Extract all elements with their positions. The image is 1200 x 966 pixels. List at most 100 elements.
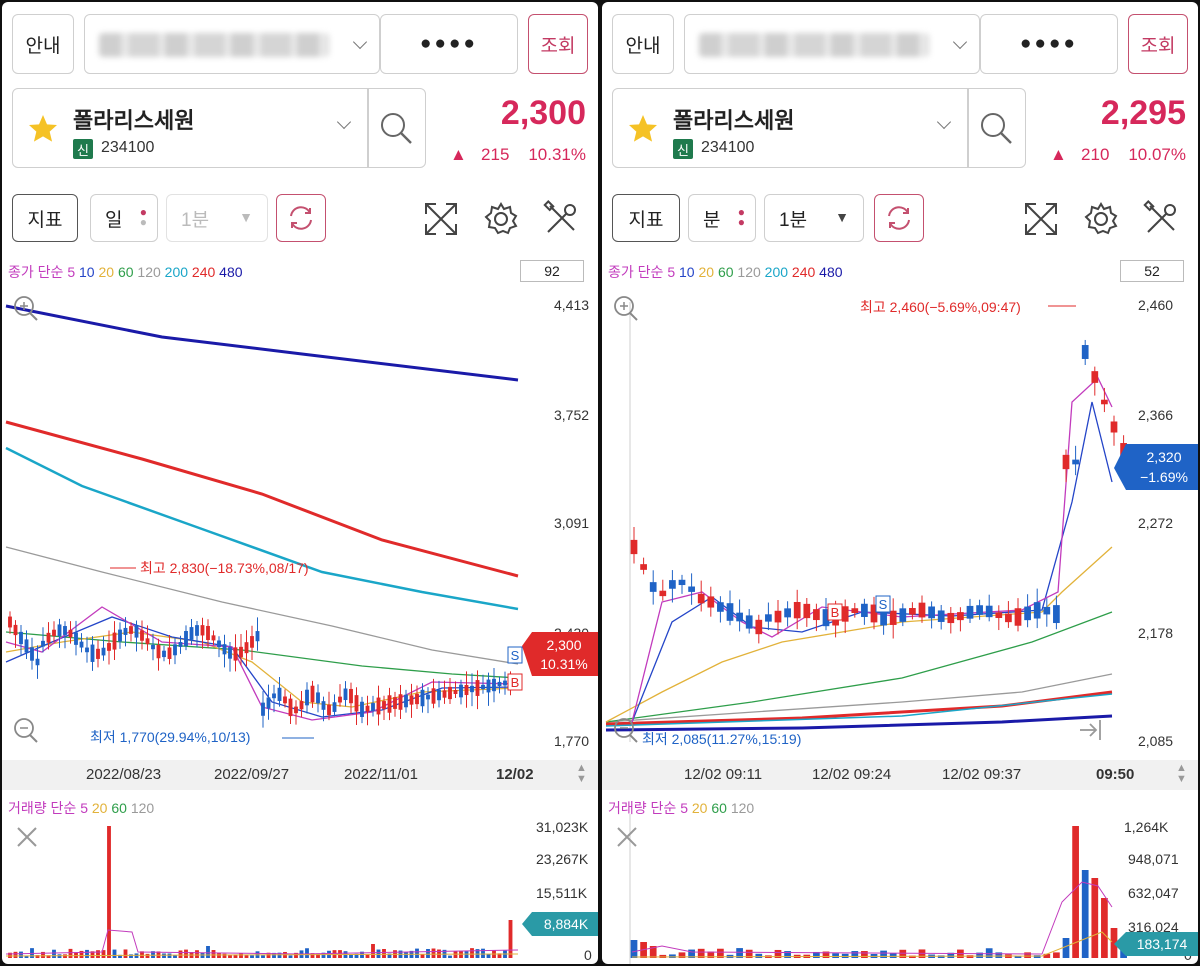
legend-ma5: 5 <box>67 264 76 280</box>
stock-selector[interactable]: 폴라리스세원 신 234100 <box>12 88 426 168</box>
account-select[interactable] <box>84 14 380 74</box>
volume-bar <box>288 955 293 958</box>
stock-selector[interactable]: 폴라리스세원 신 234100 <box>612 88 1026 168</box>
search-icon[interactable] <box>977 109 1015 147</box>
volume-bar <box>707 951 715 958</box>
ma240-line <box>605 690 1113 726</box>
period-select[interactable]: 분 ● ● <box>688 194 756 242</box>
ma200-line <box>605 693 1113 727</box>
volume-bar <box>448 955 452 958</box>
candle-body <box>354 695 359 712</box>
volume-bar <box>96 950 100 958</box>
expand-icon[interactable] <box>422 200 460 238</box>
ma10-line <box>5 616 519 718</box>
candle-body <box>294 706 298 714</box>
tools-icon[interactable] <box>1142 200 1180 238</box>
ma60-line <box>5 631 519 679</box>
buy-marker-label: B <box>831 605 840 620</box>
volume-chart[interactable]: 31,023K 23,267K 15,511K 0 8,884K <box>2 814 598 964</box>
resize-handle-icon[interactable]: ▲ ▼ <box>576 762 587 785</box>
candle-body <box>134 625 139 638</box>
volume-bar <box>431 948 436 958</box>
info-button[interactable]: 안내 <box>612 14 674 74</box>
volume-bar <box>420 954 425 958</box>
volume-bar <box>1110 928 1118 958</box>
expand-icon[interactable] <box>1022 200 1060 238</box>
candle-body <box>299 701 304 710</box>
volume-bar <box>305 948 309 958</box>
ma20-line <box>605 546 1113 723</box>
volume-bar <box>822 951 830 958</box>
chart-panel-daily: 안내 ●●●● 조회 폴라리스세원 신 234100 2,300 ▲ 215 1… <box>2 2 598 964</box>
volume-bar <box>85 949 89 958</box>
gear-icon[interactable] <box>482 200 520 238</box>
chevron-down-icon[interactable] <box>336 114 352 130</box>
star-icon[interactable] <box>27 113 59 145</box>
candle-body <box>233 647 238 661</box>
up-triangle-icon: ▲ <box>1050 145 1067 164</box>
search-icon[interactable] <box>377 109 415 147</box>
low-note: 최저 1,770(29.94%,10/13) <box>90 729 250 745</box>
legend-ma120: 120 <box>137 264 161 280</box>
volume-bar <box>745 949 753 958</box>
interval-select[interactable]: 1분 ▼ <box>166 194 268 242</box>
chevron-down-icon[interactable] <box>936 114 952 130</box>
volume-bar <box>107 826 111 958</box>
zoom-out-icon[interactable] <box>614 718 638 743</box>
volume-bar <box>1033 955 1041 958</box>
candle-count[interactable]: 52 <box>1120 260 1184 282</box>
interval-select[interactable]: 1분 ▼ <box>764 194 864 242</box>
period-select[interactable]: 일 ● ● <box>90 194 158 242</box>
star-icon[interactable] <box>627 113 659 145</box>
stock-code: 234100 <box>701 139 755 156</box>
x-axis-bar[interactable]: 2022/08/23 2022/09/27 2022/11/01 12/02 ▲… <box>2 760 598 790</box>
zoom-in-icon[interactable] <box>14 296 38 321</box>
password-field[interactable]: ●●●● <box>380 14 518 74</box>
password-field[interactable]: ●●●● <box>980 14 1118 74</box>
indicator-button[interactable]: 지표 <box>612 194 680 242</box>
volume-bar <box>178 950 183 958</box>
volume-chart[interactable]: 1,264K 948,071 632,047 316,024 0 183,174 <box>602 814 1198 964</box>
volume-bar <box>206 946 210 958</box>
interval-label: 1분 <box>779 209 808 231</box>
candle-body <box>793 601 801 619</box>
close-icon[interactable] <box>617 827 637 847</box>
price-chart[interactable]: 최고 2,460(−5.69%,09:47) 최저 2,085(11.27%,1… <box>602 284 1198 760</box>
price-chart[interactable]: 최고 2,830(−18.73%,08/17) 최저 1,770(29.94%,… <box>2 284 598 760</box>
query-button[interactable]: 조회 <box>528 14 588 74</box>
candle-body <box>861 603 868 617</box>
candle-body <box>404 694 408 708</box>
gear-icon[interactable] <box>1082 200 1120 238</box>
volume-bar <box>976 952 983 958</box>
candle-body <box>222 644 227 655</box>
resize-handle-icon[interactable]: ▲ ▼ <box>1176 762 1187 785</box>
account-select[interactable] <box>684 14 980 74</box>
legend-ma480: 480 <box>219 264 243 280</box>
candle-body <box>151 644 155 650</box>
legend-ma240: 240 <box>191 264 216 280</box>
refresh-button[interactable] <box>874 194 924 242</box>
price-tag-value: 2,300 <box>546 637 581 653</box>
info-button[interactable]: 안내 <box>12 14 74 74</box>
candle-body <box>707 596 715 608</box>
stock-name: 폴라리스세원 <box>673 108 795 133</box>
query-button[interactable]: 조회 <box>1128 14 1188 74</box>
zoom-out-icon[interactable] <box>14 718 38 743</box>
tools-icon[interactable] <box>542 200 580 238</box>
scroll-end-icon[interactable] <box>1080 720 1101 740</box>
candle-body <box>1062 454 1070 470</box>
close-icon[interactable] <box>17 827 37 847</box>
y-tick: 2,460 <box>1138 297 1173 313</box>
indicator-button[interactable]: 지표 <box>12 194 78 242</box>
candle-count[interactable]: 92 <box>520 260 584 282</box>
zoom-in-icon[interactable] <box>614 296 638 321</box>
low-note: 최저 2,085(11.27%,15:19) <box>642 731 801 747</box>
refresh-button[interactable] <box>276 194 326 242</box>
volume-bar <box>266 952 271 958</box>
legend-ma60: 60 <box>717 264 734 280</box>
refresh-icon <box>290 206 312 230</box>
divider <box>967 89 969 167</box>
x-axis-bar[interactable]: 12/02 09:11 12/02 09:24 12/02 09:37 09:5… <box>602 760 1198 790</box>
volume-bar <box>173 955 177 958</box>
legend-ma20: 20 <box>698 264 715 280</box>
